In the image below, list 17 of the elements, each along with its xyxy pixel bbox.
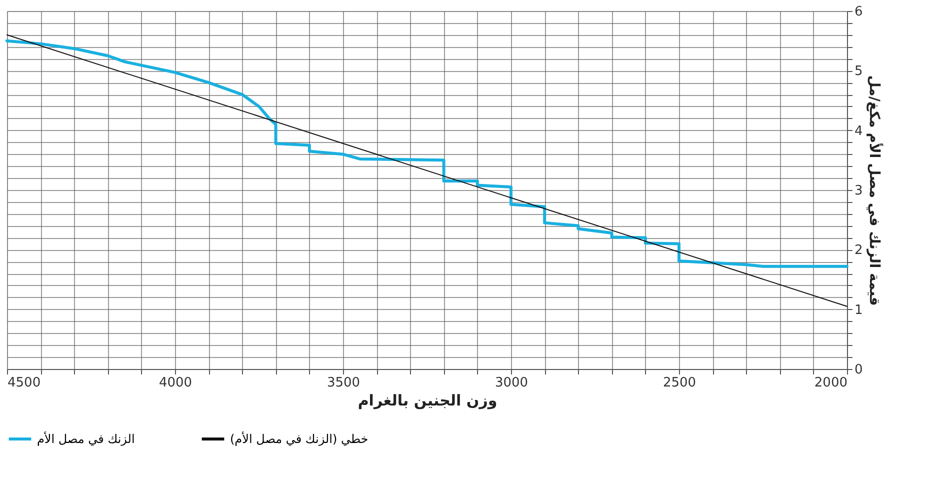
x-tick-label: 2500 [662,376,696,390]
legend-label: الزنك في مصل الأم [37,431,135,446]
x-tick-label: 4500 [8,376,41,390]
y-tick-label: 2 [854,243,863,258]
legend-label: خطي (الزنك في مصل الأم) [230,431,368,446]
y-tick-label: 0 [854,362,863,378]
x-tick-label: 2000 [814,376,848,390]
y-tick-label: 6 [854,4,863,20]
y-tick-label: 1 [854,302,863,318]
x-tick-label: 4000 [158,376,192,390]
x-tick-label: 3500 [326,376,360,390]
x-tick-label: 3000 [494,376,528,390]
x-axis-title: وزن الجنين بالغرام [358,392,498,410]
y-axis-title: قيمة الزنك في مصل الأم مكغ/مل [866,75,884,306]
y-tick-label: 5 [854,64,863,80]
y-tick-label: 3 [854,184,863,198]
y-tick-label: 4 [854,124,863,139]
